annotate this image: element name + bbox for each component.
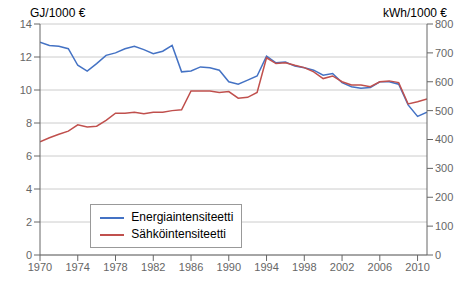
svg-text:8: 8 xyxy=(26,117,32,129)
svg-text:1990: 1990 xyxy=(217,261,241,273)
svg-text:500: 500 xyxy=(435,105,453,117)
svg-text:2002: 2002 xyxy=(330,261,354,273)
svg-text:400: 400 xyxy=(435,133,453,145)
html-text:Sähköintensiteetti: Sähköintensiteetti xyxy=(131,227,226,242)
svg-text:6: 6 xyxy=(26,150,32,162)
svg-text:700: 700 xyxy=(435,47,453,59)
html-text:kWh/1000 €: kWh/1000 € xyxy=(383,6,447,20)
html-text:Energiaintensiteetti: Energiaintensiteetti xyxy=(131,210,234,225)
svg-text:0: 0 xyxy=(26,249,32,261)
svg-text:200: 200 xyxy=(435,191,453,203)
svg-text:300: 300 xyxy=(435,162,453,174)
svg-text:2010: 2010 xyxy=(405,261,429,273)
svg-text:12: 12 xyxy=(20,51,32,63)
svg-text:1974: 1974 xyxy=(66,261,90,273)
svg-text:2: 2 xyxy=(26,216,32,228)
svg-text:1998: 1998 xyxy=(292,261,316,273)
svg-text:600: 600 xyxy=(435,76,453,88)
svg-text:1982: 1982 xyxy=(141,261,165,273)
svg-text:0: 0 xyxy=(435,249,441,261)
svg-text:1986: 1986 xyxy=(179,261,203,273)
svg-text:100: 100 xyxy=(435,220,453,232)
svg-text:10: 10 xyxy=(20,84,32,96)
svg-text:14: 14 xyxy=(19,17,32,30)
svg-text:1970: 1970 xyxy=(28,261,52,273)
svg-text:800: 800 xyxy=(435,17,454,30)
svg-text:1994: 1994 xyxy=(254,261,278,273)
html-text:GJ/1000 €: GJ/1000 € xyxy=(30,6,86,20)
svg-text:2006: 2006 xyxy=(368,261,392,273)
svg-text:1978: 1978 xyxy=(103,261,127,273)
svg-text:4: 4 xyxy=(26,183,32,195)
